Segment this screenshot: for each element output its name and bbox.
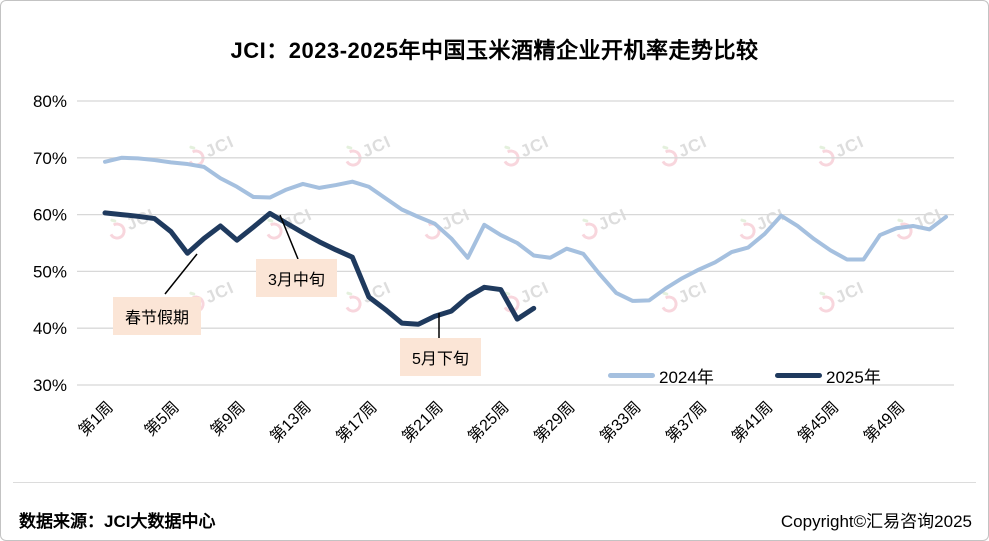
legend-line-2024 bbox=[608, 373, 655, 378]
x-tick-label: 第9周 bbox=[207, 398, 249, 440]
chart-title: JCI：2023-2025年中国玉米酒精企业开机率走势比较 bbox=[230, 38, 759, 63]
x-tick-label: 第49周 bbox=[860, 398, 908, 446]
x-tick-label: 第17周 bbox=[333, 398, 381, 446]
legend-label-2025: 2025年 bbox=[826, 368, 881, 387]
y-tick-label: 40% bbox=[33, 319, 67, 338]
legend-label-2024: 2024年 bbox=[659, 368, 714, 387]
x-tick-label: 第5周 bbox=[141, 398, 183, 440]
x-tick-label: 第37周 bbox=[663, 398, 711, 446]
x-tick-label: 第41周 bbox=[728, 398, 776, 446]
x-tick-label: 第13周 bbox=[267, 398, 315, 446]
x-tick-label: 第33周 bbox=[597, 398, 645, 446]
footer-divider bbox=[13, 482, 976, 483]
legend-item-2024: 2024年 bbox=[608, 363, 714, 388]
annotation-callout-line bbox=[279, 214, 299, 260]
y-tick-label: 60% bbox=[33, 206, 67, 225]
series-line-0 bbox=[103, 155, 948, 303]
x-tick-label: 第29周 bbox=[531, 398, 579, 446]
annotation-callout-line bbox=[164, 253, 198, 295]
copyright-text: Copyright©汇易咨询2025 bbox=[780, 512, 972, 531]
annotation-spring-festival: 春节假期 bbox=[113, 297, 202, 335]
x-tick-label: 第1周 bbox=[75, 398, 117, 440]
y-tick-label: 30% bbox=[33, 376, 67, 395]
x-tick-label: 第45周 bbox=[794, 398, 842, 446]
annotation-late-may: 5月下旬 bbox=[400, 338, 481, 376]
data-source-text: 数据来源：JCI大数据中心 bbox=[19, 512, 216, 531]
x-tick-label: 第21周 bbox=[399, 398, 447, 446]
legend-item-2025: 2025年 bbox=[775, 363, 881, 388]
y-tick-label: 80% bbox=[33, 92, 67, 111]
legend-line-2025 bbox=[775, 373, 822, 378]
y-tick-label: 70% bbox=[33, 149, 67, 168]
y-tick-label: 50% bbox=[33, 262, 67, 281]
x-tick-label: 第25周 bbox=[465, 398, 513, 446]
annotation-mid-march: 3月中旬 bbox=[256, 259, 337, 297]
series-line-1 bbox=[102, 210, 537, 327]
